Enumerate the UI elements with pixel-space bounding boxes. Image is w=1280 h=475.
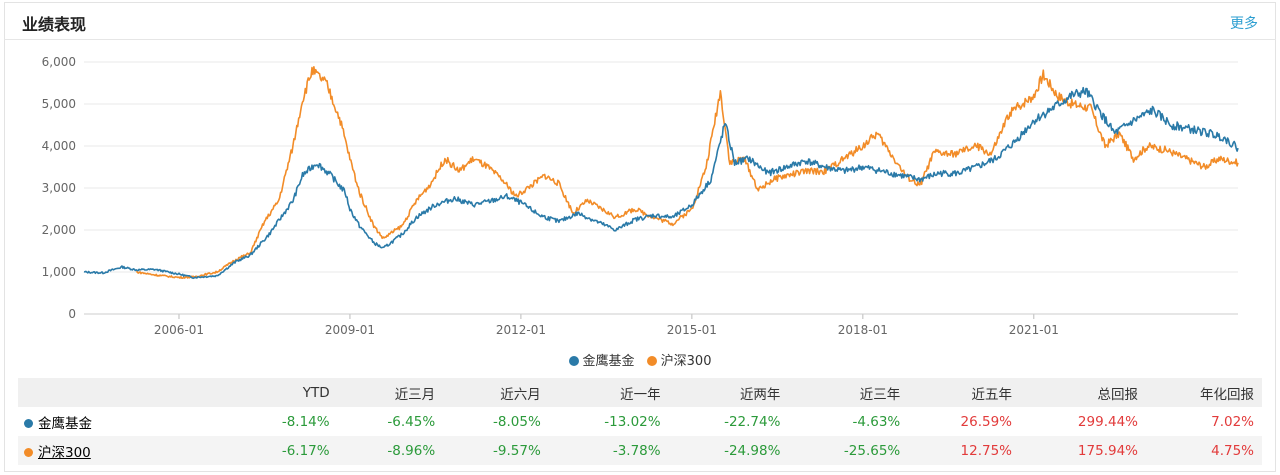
legend-item-fund[interactable]: 金鹰基金 [568,350,635,369]
table-cell: -8.96% [337,436,444,465]
header-1y: 近一年 [548,378,669,407]
row-dot [24,418,33,428]
table-cell: -8.14% [232,407,338,436]
legend-label-fund: 金鹰基金 [582,354,635,369]
legend-item-index[interactable]: 沪深300 [646,350,712,369]
x-tick-label: 2021-01 [1009,323,1059,337]
row-name-link[interactable]: 沪深300 [38,444,91,461]
y-tick-label: 2,000 [42,223,76,237]
x-tick-label: 2006-01 [154,323,204,337]
y-tick-label: 5,000 [42,97,76,111]
y-tick-label: 4,000 [42,139,76,153]
section-title: 业绩表现 [22,15,87,34]
table-cell: -22.74% [668,407,789,436]
table-row: 沪深300 -6.17% -8.96% -9.57% -3.78% -24.98… [18,436,1262,465]
table-cell: -9.57% [443,436,549,465]
table-cell: 7.02% [1146,407,1262,436]
table-cell: -8.05% [443,407,549,436]
row-name-cell: 沪深300 [18,436,232,465]
performance-panel [4,2,1276,472]
table-cell: 12.75% [908,436,1021,465]
header-3m: 近三月 [337,378,444,407]
table-cell: 175.94% [1020,436,1146,465]
series-line-index [136,66,1239,279]
x-tick-label: 2009-01 [325,323,375,337]
table-cell: -4.63% [788,407,909,436]
legend-label-index: 沪深300 [660,354,712,369]
table-cell: -6.17% [232,436,338,465]
row-name-cell: 金鹰基金 [18,407,232,436]
table-row: 金鹰基金 -8.14% -6.45% -8.05% -13.02% -22.74… [18,407,1262,436]
table-cell: 4.75% [1146,436,1262,465]
header-2y: 近两年 [668,378,789,407]
header-6m: 近六月 [443,378,549,407]
legend-dot-index [646,356,657,366]
chart-legend: 金鹰基金 沪深300 [0,350,1280,369]
performance-line-chart: 6,000 5,000 4,000 3,000 2,000 1,000 0 2006-01 20… [42,55,1239,337]
y-tick-label: 1,000 [42,265,76,279]
x-tick-label: 2018-01 [838,323,888,337]
header-3y: 近三年 [788,378,909,407]
y-tick-label: 0 [68,307,76,321]
panel-header: 业绩表现 更多 [4,2,1276,40]
row-name: 金鹰基金 [38,415,92,432]
legend-dot-fund [568,356,579,366]
y-tick-label: 3,000 [42,181,76,195]
table-cell: -3.78% [548,436,669,465]
table-cell: -13.02% [548,407,669,436]
header-ytd: YTD [232,378,338,407]
header-5y: 近五年 [908,378,1021,407]
header-annual: 年化回报 [1146,378,1262,407]
x-tick-label: 2015-01 [667,323,717,337]
table-cell: 26.59% [908,407,1021,436]
header-name [18,378,232,407]
row-dot [24,447,33,457]
table-cell: -25.65% [788,436,909,465]
performance-table: YTD 近三月 近六月 近一年 近两年 近三年 近五年 总回报 年化回报 金鹰基… [18,378,1262,465]
header-total: 总回报 [1020,378,1146,407]
table-header-row: YTD 近三月 近六月 近一年 近两年 近三年 近五年 总回报 年化回报 [18,378,1262,407]
y-tick-label: 6,000 [42,55,76,69]
x-tick-label: 2012-01 [496,323,546,337]
series-line-fund [83,86,1239,280]
table-cell: 299.44% [1020,407,1146,436]
table-cell: -24.98% [668,436,789,465]
more-link[interactable]: 更多 [1230,16,1258,32]
table-cell: -6.45% [337,407,444,436]
